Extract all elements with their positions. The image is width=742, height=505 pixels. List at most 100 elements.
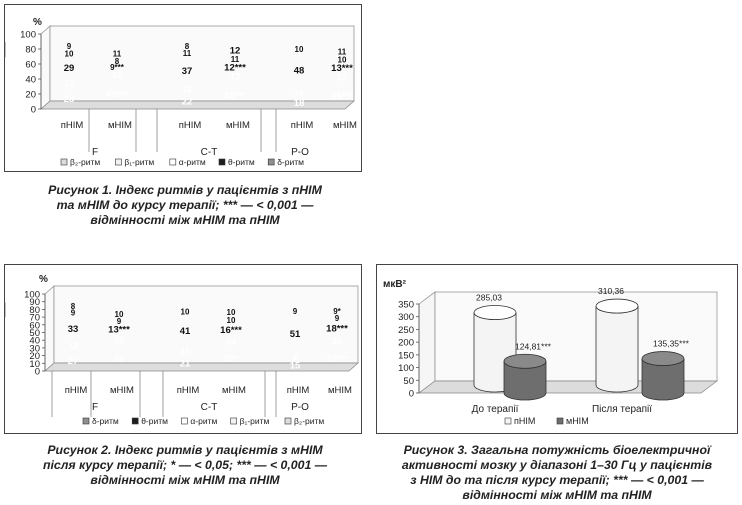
data-label: 29 bbox=[64, 63, 75, 74]
legend-label-beta2-: β₂-ритм bbox=[294, 416, 324, 426]
y-tick-label: 60 bbox=[25, 60, 36, 71]
data-label: 13*** bbox=[108, 325, 130, 336]
y-tick-label: 80 bbox=[25, 45, 36, 56]
x-category-label: пНІМ bbox=[61, 120, 84, 131]
y-tick-label: 0 bbox=[31, 105, 36, 116]
data-label: 8 bbox=[185, 42, 190, 51]
legend-swatch-delta- bbox=[82, 417, 90, 425]
caption-line: з НІМ до та після курсу терапії; *** — <… bbox=[410, 473, 704, 487]
data-label: 11 bbox=[183, 49, 192, 58]
bar-- bbox=[595, 305, 639, 393]
bar-top-cap bbox=[503, 353, 547, 369]
legend-swatch-theta- bbox=[131, 417, 139, 425]
chart-side-wall bbox=[44, 285, 55, 372]
data-label: 10 bbox=[65, 49, 74, 58]
caption-line: Рисунок 3. Загальна потужність біоелектр… bbox=[403, 443, 711, 457]
caption-line: Рисунок 2. Індекс ритмів у пацієнтів з м… bbox=[47, 443, 323, 457]
legend-label--: мНІМ bbox=[566, 416, 589, 426]
figure-1-panel: 0 20 40 60 80 100% 28 13 29 10 9 пНІМ 40*** 12 9*** 8 11… bbox=[4, 4, 362, 172]
caption-line: Рисунок 1. Індекс ритмів у пацієнтів з п… bbox=[48, 183, 322, 197]
x-category-label: мНІМ bbox=[110, 385, 134, 396]
data-label: 135,35*** bbox=[653, 339, 690, 349]
figure-3-caption: Рисунок 3. Загальна потужність біоелектр… bbox=[376, 443, 738, 503]
y-tick-label: 20 bbox=[25, 90, 36, 101]
y-tick-label: 150 bbox=[398, 350, 414, 361]
y-axis-label: % bbox=[33, 17, 42, 28]
legend-swatch-- bbox=[556, 417, 564, 425]
data-label: 48 bbox=[294, 66, 305, 77]
legend-swatch-beta1- bbox=[115, 158, 122, 166]
x-group-label: C-T bbox=[201, 147, 218, 158]
figure-2-chart: 0102030405060708090100%27123398пНІМ32161… bbox=[5, 265, 359, 426]
x-category-label: мНІМ bbox=[226, 120, 250, 131]
data-label: 10 bbox=[227, 316, 236, 325]
data-label: 9 bbox=[293, 307, 298, 316]
legend-swatch-theta- bbox=[218, 158, 226, 166]
y-axis-label: % bbox=[39, 274, 48, 285]
y-tick-label: 70 bbox=[29, 313, 40, 324]
data-label: 36*** bbox=[331, 91, 353, 102]
legend-label-beta1-: β₁-ритм bbox=[124, 157, 154, 167]
legend-swatch-delta- bbox=[267, 158, 275, 166]
legend-label-beta2-: β₂-ритм bbox=[70, 157, 100, 167]
legend-label-theta-: θ-ритм bbox=[228, 157, 255, 167]
bar-top-cap bbox=[595, 298, 639, 314]
data-label: 40*** bbox=[106, 90, 128, 101]
data-label: 13 bbox=[64, 79, 75, 90]
data-label: 18 bbox=[294, 98, 305, 109]
caption-line: відмінності між мНІМ та пНІМ bbox=[90, 473, 280, 487]
data-label: 124,81*** bbox=[515, 341, 552, 351]
legend-label-alpha-: α-ритм bbox=[190, 416, 217, 426]
x-category-label: пНІМ bbox=[291, 120, 314, 131]
data-label: 33 bbox=[68, 324, 79, 335]
data-label: 9*** bbox=[110, 63, 125, 72]
x-category-label: Після терапії bbox=[592, 404, 652, 415]
legend-swatch-- bbox=[504, 417, 512, 425]
legend-swatch-alpha- bbox=[181, 417, 188, 425]
y-tick-label: 50 bbox=[29, 328, 40, 339]
x-category-label: мНІМ bbox=[333, 120, 357, 131]
caption-line: активності мозку у діапазоні 1–30 Гц у п… bbox=[401, 458, 713, 472]
data-label: 10 bbox=[115, 310, 124, 319]
y-tick-label: 100 bbox=[398, 363, 414, 374]
x-category-label: До терапії bbox=[472, 404, 519, 415]
caption-line: відмінності між мНІМ та пНІМ bbox=[90, 213, 280, 227]
bar-top-cap bbox=[641, 351, 685, 366]
data-label: 10 bbox=[227, 308, 236, 317]
y-tick-label: 100 bbox=[20, 30, 36, 41]
data-label: 32* bbox=[224, 354, 239, 365]
data-label: 9 bbox=[117, 317, 122, 326]
chart-back-wall bbox=[49, 25, 355, 102]
data-label: 13 bbox=[337, 73, 348, 84]
data-label: 8 bbox=[71, 302, 76, 311]
x-category-label: мНІМ bbox=[328, 385, 352, 396]
data-label: 9 bbox=[335, 314, 340, 323]
data-label: 41 bbox=[180, 326, 191, 337]
data-label: 14 bbox=[226, 336, 237, 347]
figure-1-caption: Рисунок 1. Індекс ритмів у пацієнтів з п… bbox=[4, 183, 366, 228]
data-label: 10 bbox=[295, 45, 304, 54]
data-label: 10 bbox=[181, 307, 190, 316]
figure-1-chart: 020406080100%281329109пНІМ40***129***811… bbox=[5, 5, 357, 167]
y-tick-label: 50 bbox=[403, 376, 414, 387]
data-label: 11 bbox=[181, 347, 190, 356]
data-label: 8 bbox=[293, 353, 298, 362]
x-category-label: пНІМ bbox=[65, 385, 88, 396]
chart-side-wall bbox=[40, 25, 51, 110]
chart-side-wall bbox=[418, 291, 436, 394]
y-tick-label: 10 bbox=[29, 359, 40, 370]
legend-label-delta-: δ-ритм bbox=[92, 416, 119, 426]
y-tick-label: 20 bbox=[29, 351, 40, 362]
y-tick-label: 250 bbox=[398, 325, 414, 336]
data-label: 51 bbox=[290, 329, 301, 340]
data-label: 310,36 bbox=[598, 286, 624, 296]
y-tick-label: 350 bbox=[398, 300, 414, 311]
data-label: 12*** bbox=[224, 63, 246, 74]
legend-label-theta-: θ-ритм bbox=[141, 416, 168, 426]
data-label: 28 bbox=[64, 94, 75, 105]
data-label: 8 bbox=[115, 57, 120, 66]
data-label: 16*** bbox=[220, 325, 242, 336]
x-group-label: P-O bbox=[291, 402, 309, 413]
data-label: 11 bbox=[113, 50, 122, 59]
